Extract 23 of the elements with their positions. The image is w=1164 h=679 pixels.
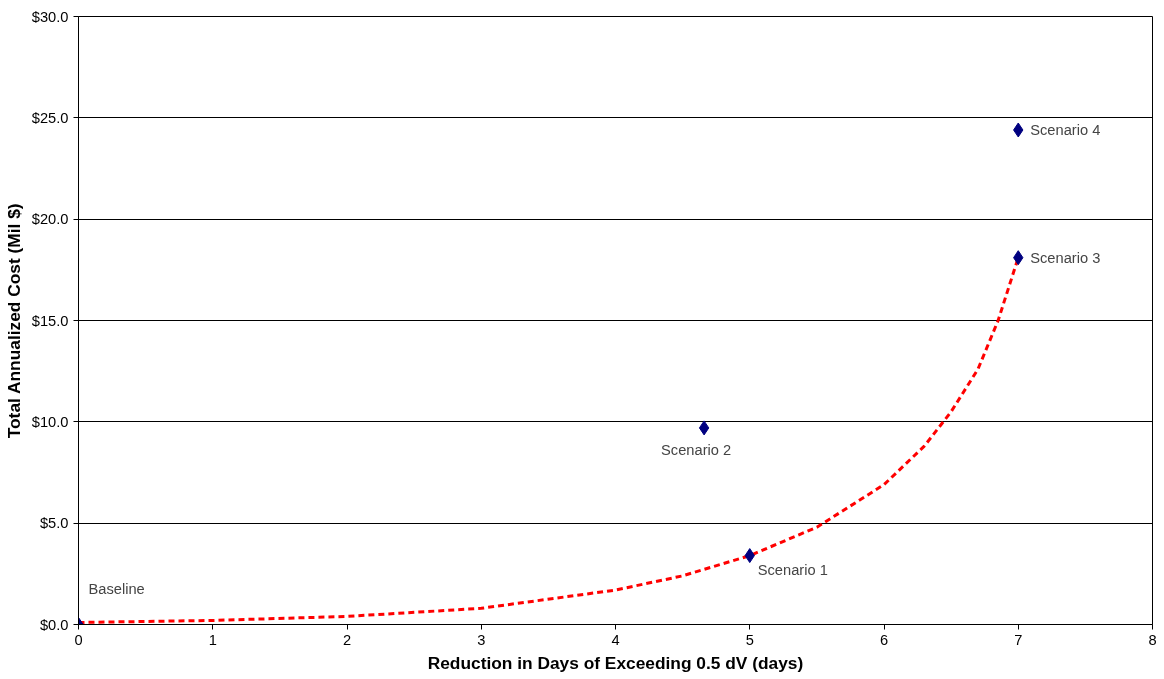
y-tick-label: $10.0	[31, 413, 69, 430]
x-tick-label: 3	[477, 631, 486, 648]
x-tick-label: 6	[879, 631, 889, 648]
y-tick-label: $15.0	[31, 312, 69, 329]
y-tick-label: $25.0	[31, 109, 69, 126]
annotation: Scenario 2	[661, 441, 732, 458]
x-tick-label: 5	[745, 631, 754, 648]
y-tick-label: $5.0	[39, 515, 69, 532]
annotation: Scenario 3	[1030, 249, 1101, 266]
y-tick-label: $0.0	[39, 616, 69, 633]
y-tick-label: $30.0	[31, 8, 69, 25]
x-tick-label: 0	[74, 631, 83, 648]
y-axis-title: Total Annualized Cost (Mil $)	[3, 203, 24, 439]
annotation: Baseline	[88, 580, 145, 597]
x-axis-title: Reduction in Days of Exceeding 0.5 dV (days)	[427, 652, 804, 673]
x-tick-label: 2	[342, 631, 352, 648]
x-tick-label: 8	[1148, 631, 1157, 648]
annotation: Scenario 1	[757, 561, 828, 578]
y-tick-label: $20.0	[31, 211, 69, 228]
x-tick-label: 4	[611, 631, 620, 648]
annotation: Scenario 4	[1030, 121, 1101, 138]
x-tick-label: 7	[1014, 631, 1023, 648]
x-tick-label: 1	[208, 631, 217, 648]
